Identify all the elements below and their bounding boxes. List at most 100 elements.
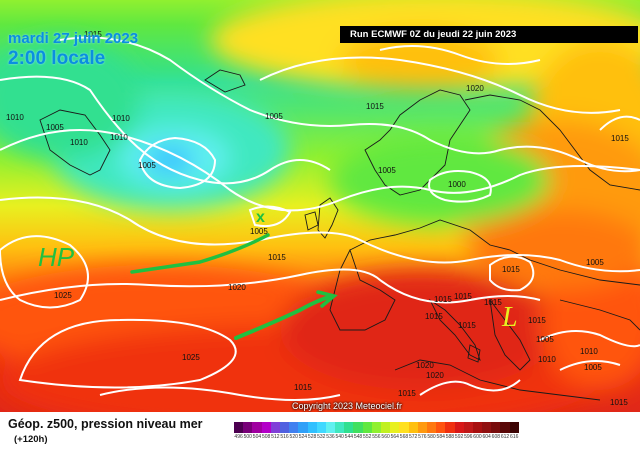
isobar-label: 1015 xyxy=(366,102,384,111)
scale-swatch xyxy=(463,422,473,433)
isobar-label: 1025 xyxy=(182,353,200,362)
scale-swatch xyxy=(399,422,409,433)
forecast-local-time: 2:00 locale xyxy=(8,48,106,69)
scale-label: 532 xyxy=(317,434,326,440)
scale-swatch xyxy=(509,422,519,433)
isobar-label: 1015 xyxy=(398,389,416,398)
scale-label: 516 xyxy=(280,434,289,440)
scale-label: 560 xyxy=(381,434,390,440)
scale-swatch xyxy=(325,422,336,433)
flow-arrowhead xyxy=(316,290,338,308)
scale-label: 520 xyxy=(289,434,298,440)
run-info-bar: Run ECMWF 0Z du jeudi 22 juin 2023 xyxy=(340,26,638,43)
low-pressure-mark: L xyxy=(501,302,518,333)
isobar-labels: 1015 1010 1005 1010 1010 1005 1010 1005 … xyxy=(6,30,629,407)
scale-label: 612 xyxy=(500,434,510,440)
isobar-label: 1005 xyxy=(536,335,554,344)
isobar-label: 1015 xyxy=(484,298,502,307)
isobar-label: 1010 xyxy=(580,347,598,356)
forecast-date: mardi 27 juin 2023 xyxy=(8,30,139,47)
scale-label: 572 xyxy=(408,434,418,440)
cross-mark: x xyxy=(256,209,265,226)
isobar-lines xyxy=(0,36,640,401)
isobar-label: 1015 xyxy=(434,295,452,304)
isobar-label: 1005 xyxy=(584,363,602,372)
scale-swatch xyxy=(491,422,501,433)
scale-label: 552 xyxy=(363,434,372,440)
scale-swatch xyxy=(362,422,372,433)
isobar-label: 1015 xyxy=(268,253,286,262)
isobar-label: 1010 xyxy=(6,113,24,122)
isobar-label: 1015 xyxy=(528,316,546,325)
scale-swatch xyxy=(408,422,418,433)
scale-swatch xyxy=(353,422,363,433)
scale-label: 504 xyxy=(252,434,262,440)
color-scale-labels: 496 500 504 508 512 516 520 524 528 532 536 540 544 5… xyxy=(234,434,519,440)
isobar-label: 1005 xyxy=(250,227,268,236)
scale-label: 496 xyxy=(234,434,243,440)
isobar-label: 1015 xyxy=(611,134,629,143)
scale-label: 564 xyxy=(390,434,399,440)
height-field-blobs xyxy=(0,0,640,412)
scale-swatch xyxy=(335,422,345,433)
scale-label: 580 xyxy=(427,434,436,440)
scale-label: 512 xyxy=(271,434,280,440)
scale-label: 596 xyxy=(464,434,473,440)
front-arrow-north xyxy=(130,233,270,274)
scale-label: 536 xyxy=(326,434,335,440)
scale-label: 508 xyxy=(261,434,271,440)
high-pressure-mark: HP xyxy=(38,242,75,272)
lead-time: (+120h) xyxy=(14,434,48,445)
scale-swatch xyxy=(390,422,400,433)
scale-swatch xyxy=(344,422,354,433)
scale-label: 588 xyxy=(445,434,455,440)
isobar-label: 1005 xyxy=(265,112,283,121)
isobar-label: 1020 xyxy=(426,371,444,380)
scale-label: 540 xyxy=(335,434,344,440)
isobar-label: 1020 xyxy=(466,84,484,93)
scale-swatch xyxy=(307,422,317,433)
scale-label: 592 xyxy=(454,434,464,440)
scale-swatch xyxy=(500,422,510,433)
scale-label: 556 xyxy=(372,434,381,440)
scale-swatch xyxy=(482,422,492,433)
isobar-label: 1000 xyxy=(448,180,466,189)
scale-label: 548 xyxy=(353,434,363,440)
scale-swatch xyxy=(270,422,280,433)
scale-swatch xyxy=(279,422,290,433)
isobar-label: 1005 xyxy=(586,258,604,267)
copyright-text: Copyright 2023 Meteociel.fr xyxy=(292,401,403,411)
coastlines xyxy=(39,69,640,401)
forecast-map: HP x L 1015 1010 1005 1010 1010 1005 101… xyxy=(0,0,640,412)
scale-swatch xyxy=(454,422,464,433)
isobar-label: 1005 xyxy=(378,166,396,175)
scale-label: 544 xyxy=(344,434,354,440)
isobar-label: 1015 xyxy=(610,398,628,407)
scale-label: 568 xyxy=(399,434,409,440)
scale-label: 604 xyxy=(482,434,491,440)
scale-swatch xyxy=(261,422,271,433)
scale-label: 608 xyxy=(491,434,501,440)
scale-swatch xyxy=(316,422,326,433)
scale-swatch xyxy=(243,422,253,433)
isobar-label: 1020 xyxy=(228,283,246,292)
isobar-label: 1015 xyxy=(84,30,102,39)
scale-swatch xyxy=(298,422,308,433)
isobar-label: 1020 xyxy=(416,361,434,370)
scale-swatch xyxy=(417,422,427,433)
isobar-label: 1015 xyxy=(502,265,520,274)
product-title: Géop. z500, pression niveau mer xyxy=(8,417,203,431)
legend-footer: Géop. z500, pression niveau mer (+120h) … xyxy=(0,412,640,470)
scale-swatch xyxy=(472,422,483,433)
scale-swatch xyxy=(381,422,391,433)
scale-label: 600 xyxy=(473,434,482,440)
isobar-label: 1015 xyxy=(458,321,476,330)
isobar-label: 1005 xyxy=(46,123,64,132)
scale-label: 524 xyxy=(298,434,308,440)
hand-annotations: HP x L xyxy=(38,209,518,340)
isobar-label: 1015 xyxy=(425,312,443,321)
isobar-label: 1015 xyxy=(454,292,472,301)
isobar-label: 1025 xyxy=(54,291,72,300)
scale-swatch xyxy=(234,422,244,433)
isobar-label: 1015 xyxy=(294,383,312,392)
